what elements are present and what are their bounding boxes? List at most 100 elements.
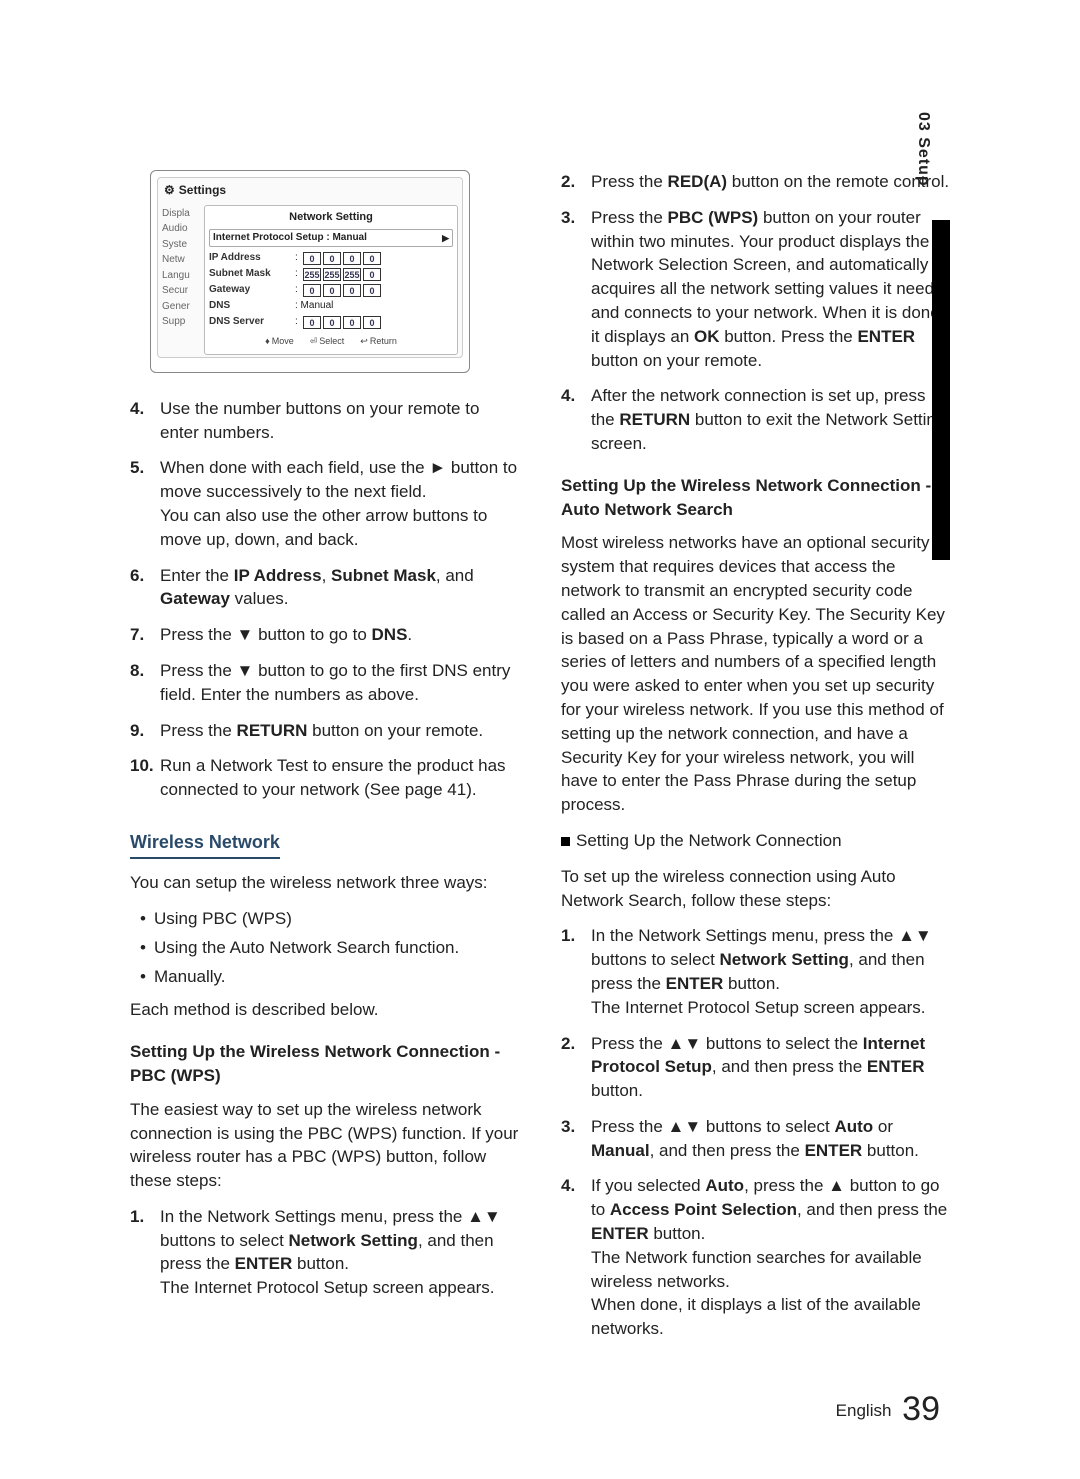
footer-lang: English (836, 1401, 892, 1420)
settings-title: Network Setting (209, 208, 453, 229)
step-text: Press the ▲▼ buttons to select Auto or M… (591, 1115, 950, 1163)
ip-boxes: 0000 (303, 316, 381, 329)
step-text: Press the ▼ button to go to the first DN… (160, 659, 519, 707)
settings-row: Gateway:0000 (209, 282, 453, 298)
protocol-label: Internet Protocol Setup : Manual (213, 231, 367, 245)
settings-row: DNS: Manual (209, 298, 453, 314)
ip-box: 0 (323, 252, 341, 265)
page-number: 39 (896, 1390, 940, 1428)
ip-box: 255 (303, 268, 321, 281)
ip-box: 0 (343, 252, 361, 265)
step-num: 3. (561, 1115, 591, 1163)
list-item: Manually. (140, 965, 519, 989)
step-num: 4. (561, 384, 591, 455)
left-steps: 4.Use the number buttons on your remote … (130, 397, 519, 802)
step-text: In the Network Settings menu, press the … (160, 1205, 519, 1300)
sidebar-item: Supp (162, 314, 204, 330)
body-text: Each method is described below. (130, 998, 519, 1022)
step-text: Press the RED(A) button on the remote co… (591, 170, 950, 194)
sidebar-item: Audio (162, 221, 204, 237)
ip-boxes: 0000 (303, 252, 381, 265)
step-text: Press the ▲▼ buttons to select the Inter… (591, 1032, 950, 1103)
pbc-steps: 1.In the Network Settings menu, press th… (130, 1205, 519, 1300)
step-num: 6. (130, 564, 160, 612)
sidebar-item: Syste (162, 237, 204, 253)
ip-box: 0 (303, 284, 321, 297)
auto-steps: 1.In the Network Settings menu, press th… (561, 924, 950, 1341)
settings-row-label: DNS Server (209, 315, 295, 329)
sidebar-item: Secur (162, 283, 204, 299)
colon: : (295, 267, 303, 281)
settings-row-label: Gateway (209, 283, 295, 297)
step-text: Press the PBC (WPS) button on your route… (591, 206, 950, 373)
thumb-indicator (932, 220, 950, 560)
step-text: Press the RETURN button on your remote. (160, 719, 519, 743)
body-text: Most wireless networks have an optional … (561, 531, 950, 817)
step-num: 5. (130, 456, 160, 551)
wireless-heading: Wireless Network (130, 830, 280, 859)
step-text: In the Network Settings menu, press the … (591, 924, 950, 1019)
body-text: To set up the wireless connection using … (561, 865, 950, 913)
ip-box: 0 (303, 252, 321, 265)
select-hint: ⏎ Select (310, 335, 345, 348)
ip-box: 0 (343, 284, 361, 297)
square-bullet-icon (561, 837, 570, 846)
step-text: Press the ▼ button to go to DNS. (160, 623, 519, 647)
auto-heading: Setting Up the Wireless Network Connecti… (561, 474, 950, 522)
ip-boxes: 0000 (303, 284, 381, 297)
gear-icon: ⚙ (164, 182, 175, 199)
list-item: Using the Auto Network Search function. (140, 936, 519, 960)
protocol-row: Internet Protocol Setup : Manual ▶ (209, 229, 453, 247)
settings-row: Subnet Mask:2552552550 (209, 266, 453, 282)
ip-box: 0 (363, 316, 381, 329)
ip-box: 0 (363, 284, 381, 297)
settings-row-label: Subnet Mask (209, 267, 295, 281)
right-steps-cont: 2.Press the RED(A) button on the remote … (561, 170, 950, 456)
settings-header-label: Settings (179, 182, 226, 199)
wireless-methods: Using PBC (WPS) Using the Auto Network S… (130, 907, 519, 988)
ip-box: 0 (323, 284, 341, 297)
ip-box: 0 (343, 316, 361, 329)
chevron-right-icon: ▶ (442, 232, 449, 245)
step-text: Use the number buttons on your remote to… (160, 397, 519, 445)
step-num: 4. (561, 1174, 591, 1341)
settings-footer: ♦ Move ⏎ Select ↩ Return (209, 330, 453, 348)
settings-screenshot: ⚙ Settings Displa Audio Syste Netw Langu… (150, 170, 470, 373)
step-num: 9. (130, 719, 160, 743)
step-num: 2. (561, 170, 591, 194)
settings-row: DNS Server:0000 (209, 314, 453, 330)
settings-row-value: : Manual (295, 299, 333, 313)
ip-box: 0 (363, 268, 381, 281)
step-num: 1. (130, 1205, 160, 1300)
settings-row-label: IP Address (209, 251, 295, 265)
move-hint: ♦ Move (265, 335, 294, 348)
step-num: 2. (561, 1032, 591, 1103)
ip-box: 0 (363, 252, 381, 265)
page-footer: English 39 (836, 1390, 940, 1429)
settings-sidebar: Displa Audio Syste Netw Langu Secur Gene… (158, 203, 204, 357)
sidebar-item: Displa (162, 206, 204, 222)
sidebar-item: Langu (162, 268, 204, 284)
ip-box: 255 (343, 268, 361, 281)
list-item: Using PBC (WPS) (140, 907, 519, 931)
ip-box: 255 (323, 268, 341, 281)
body-text: You can setup the wireless network three… (130, 871, 519, 895)
settings-header: ⚙ Settings (158, 178, 462, 203)
step-num: 8. (130, 659, 160, 707)
step-num: 4. (130, 397, 160, 445)
settings-row-label: DNS (209, 299, 295, 313)
colon: : (295, 283, 303, 297)
step-num: 7. (130, 623, 160, 647)
pbc-heading: Setting Up the Wireless Network Connecti… (130, 1040, 519, 1088)
step-text: Enter the IP Address, Subnet Mask, and G… (160, 564, 519, 612)
sub-sub-heading: Setting Up the Network Connection (561, 829, 950, 853)
colon: : (295, 315, 303, 329)
ip-box: 0 (303, 316, 321, 329)
sidebar-item: Gener (162, 299, 204, 315)
settings-row: IP Address:0000 (209, 250, 453, 266)
step-text: If you selected Auto, press the ▲ button… (591, 1174, 950, 1341)
return-hint: ↩ Return (360, 335, 397, 348)
sidebar-item: Netw (162, 252, 204, 268)
step-num: 1. (561, 924, 591, 1019)
section-tab: 03 Setup (914, 112, 932, 187)
